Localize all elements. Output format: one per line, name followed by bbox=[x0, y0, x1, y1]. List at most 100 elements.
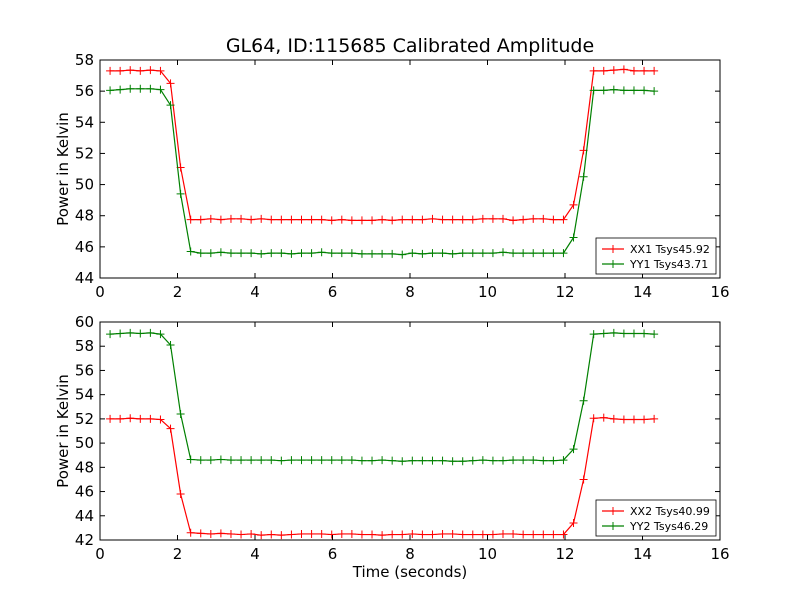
data-point-marker bbox=[307, 456, 316, 465]
data-point-marker bbox=[458, 530, 467, 539]
data-point-marker bbox=[579, 475, 588, 484]
y-axis-label: Power in Kelvin bbox=[54, 374, 72, 488]
data-point-marker bbox=[166, 101, 175, 110]
data-point-marker bbox=[378, 531, 387, 540]
x-tick-label: 14 bbox=[633, 545, 652, 563]
data-point-marker bbox=[237, 456, 246, 465]
data-point-marker bbox=[539, 530, 548, 539]
y-tick-label: 58 bbox=[75, 51, 94, 69]
data-point-marker bbox=[126, 414, 135, 423]
y-tick-label: 48 bbox=[75, 207, 94, 225]
y-tick-label: 44 bbox=[75, 269, 94, 287]
x-tick-label: 10 bbox=[478, 283, 497, 301]
data-point-marker bbox=[186, 455, 195, 464]
data-point-marker bbox=[458, 457, 467, 466]
data-point-marker bbox=[136, 84, 145, 93]
data-point-marker bbox=[186, 528, 195, 537]
x-tick-label: 16 bbox=[710, 283, 729, 301]
data-point-marker bbox=[650, 87, 659, 96]
data-point-marker bbox=[297, 215, 306, 224]
data-point-marker bbox=[609, 66, 618, 75]
data-point-marker bbox=[347, 456, 356, 465]
data-point-marker bbox=[418, 215, 427, 224]
data-point-marker bbox=[166, 79, 175, 88]
x-tick-label: 6 bbox=[328, 283, 338, 301]
data-point-marker bbox=[186, 215, 195, 224]
data-point-marker bbox=[519, 456, 528, 465]
data-point-marker bbox=[347, 249, 356, 258]
data-point-marker bbox=[166, 341, 175, 350]
data-point-marker bbox=[599, 66, 608, 75]
legend-entry-label: YY2 Tsys46.29 bbox=[629, 520, 708, 533]
data-point-marker bbox=[226, 214, 235, 223]
data-point-marker bbox=[196, 249, 205, 258]
data-point-marker bbox=[488, 249, 497, 258]
data-point-marker bbox=[116, 329, 125, 338]
data-point-marker bbox=[619, 415, 628, 424]
x-tick-label: 12 bbox=[555, 545, 574, 563]
data-point-marker bbox=[196, 529, 205, 538]
y-tick-label: 44 bbox=[75, 507, 94, 525]
data-point-marker bbox=[488, 456, 497, 465]
data-point-marker bbox=[549, 215, 558, 224]
data-point-marker bbox=[176, 189, 185, 198]
y-tick-label: 42 bbox=[75, 531, 94, 549]
data-point-marker bbox=[488, 530, 497, 539]
legend-box bbox=[595, 499, 717, 537]
data-point-marker bbox=[126, 84, 135, 93]
data-point-marker bbox=[529, 530, 538, 539]
data-point-marker bbox=[478, 249, 487, 258]
data-point-marker bbox=[317, 215, 326, 224]
x-tick-label: 16 bbox=[710, 545, 729, 563]
legend-marker bbox=[609, 522, 617, 530]
data-point-marker bbox=[237, 530, 246, 539]
data-point-marker bbox=[287, 215, 296, 224]
data-point-marker bbox=[559, 456, 568, 465]
data-point-marker bbox=[116, 66, 125, 75]
data-point-marker bbox=[327, 216, 336, 225]
data-point-marker bbox=[478, 530, 487, 539]
data-point-marker bbox=[619, 329, 628, 338]
data-point-marker bbox=[448, 249, 457, 258]
data-point-marker bbox=[166, 424, 175, 433]
data-point-marker bbox=[368, 530, 377, 539]
data-point-marker bbox=[468, 215, 477, 224]
data-point-marker bbox=[297, 529, 306, 538]
data-point-marker bbox=[277, 531, 286, 540]
data-point-marker bbox=[146, 84, 155, 93]
data-point-marker bbox=[629, 66, 638, 75]
data-point-marker bbox=[307, 249, 316, 258]
data-point-marker bbox=[408, 456, 417, 465]
data-point-marker bbox=[267, 530, 276, 539]
data-point-marker bbox=[216, 455, 225, 464]
data-point-marker bbox=[509, 529, 518, 538]
y-tick-label: 50 bbox=[75, 176, 94, 194]
data-point-marker bbox=[428, 530, 437, 539]
legend: XX1 Tsys45.92 YY1 Tsys43.71 bbox=[595, 237, 717, 275]
data-point-marker bbox=[196, 215, 205, 224]
data-point-marker bbox=[106, 66, 115, 75]
data-point-marker bbox=[206, 529, 215, 538]
data-point-marker bbox=[337, 249, 346, 258]
legend-marker bbox=[609, 507, 617, 515]
data-point-marker bbox=[297, 249, 306, 258]
data-point-marker bbox=[216, 248, 225, 257]
data-point-marker bbox=[418, 456, 427, 465]
data-point-marker bbox=[146, 414, 155, 423]
data-point-marker bbox=[509, 216, 518, 225]
data-point-marker bbox=[589, 414, 598, 423]
data-point-marker bbox=[237, 214, 246, 223]
data-point-marker bbox=[640, 66, 649, 75]
x-tick-label: 12 bbox=[555, 283, 574, 301]
data-point-marker bbox=[619, 65, 628, 74]
data-point-marker bbox=[579, 172, 588, 181]
data-point-marker bbox=[579, 396, 588, 405]
data-point-marker bbox=[156, 330, 165, 339]
data-point-marker bbox=[569, 233, 578, 242]
data-point-marker bbox=[257, 249, 266, 258]
data-point-marker bbox=[368, 456, 377, 465]
data-point-marker bbox=[378, 249, 387, 258]
